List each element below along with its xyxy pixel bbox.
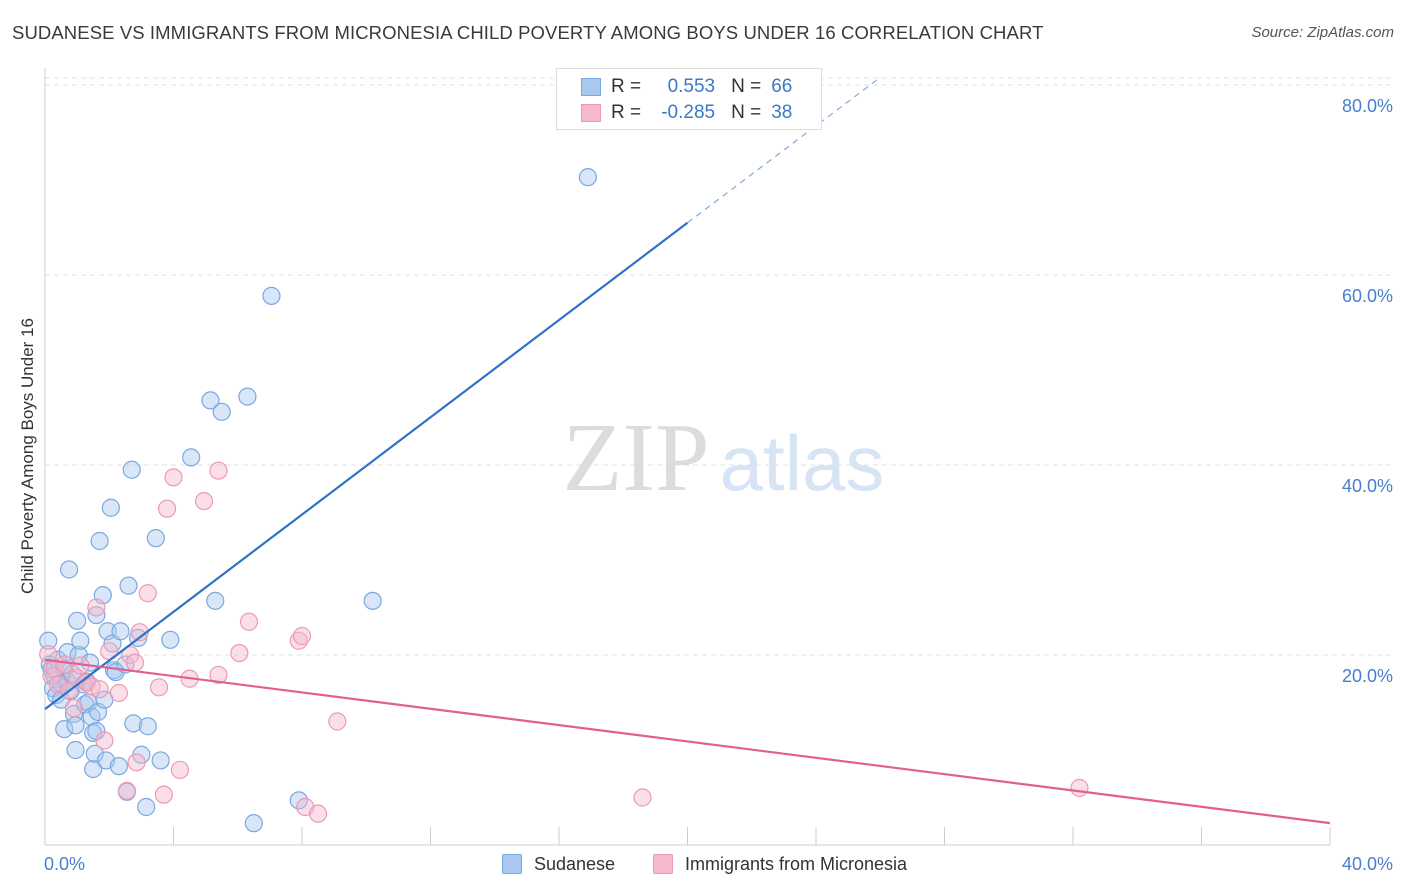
micronesia-point bbox=[154, 785, 173, 804]
micronesia-point bbox=[55, 655, 74, 674]
axis-layer bbox=[44, 68, 1331, 846]
sudanese-point bbox=[39, 631, 58, 650]
micronesia-point bbox=[308, 804, 328, 823]
trend-layer bbox=[44, 76, 1331, 825]
sudanese-point bbox=[151, 751, 170, 770]
legend-r-value: 0.553 bbox=[667, 76, 716, 97]
micronesia-point bbox=[48, 675, 67, 694]
sudanese-point bbox=[111, 622, 130, 641]
micronesia-point bbox=[1070, 778, 1089, 798]
sudanese-point bbox=[55, 719, 74, 739]
tick-label-layer: 20.0% 40.0% 60.0% 80.0% 0.0% 40.0% bbox=[44, 96, 1393, 874]
legend-r-value: -0.285 bbox=[661, 102, 716, 123]
y-tick-label: 20.0% bbox=[1342, 666, 1393, 686]
points-layer bbox=[39, 168, 1089, 833]
sudanese-point bbox=[84, 759, 103, 779]
trend-line-sudanese-extension bbox=[687, 76, 881, 224]
legend-r-label: R = bbox=[611, 102, 642, 123]
micronesia-point bbox=[64, 699, 84, 718]
sudanese-point bbox=[59, 560, 79, 579]
sudanese-point bbox=[146, 529, 165, 548]
legend-swatch-micronesia bbox=[581, 104, 601, 122]
sudanese-point bbox=[137, 797, 156, 817]
micronesia-point bbox=[87, 598, 106, 617]
legend-r-label: R = bbox=[611, 76, 642, 97]
sudanese-point bbox=[289, 791, 308, 810]
legend-n-value: 38 bbox=[771, 102, 793, 123]
sudanese-point bbox=[87, 605, 106, 625]
sudanese-point bbox=[124, 714, 143, 733]
sudanese-point bbox=[206, 591, 225, 610]
bottom-legend-sudanese: Sudanese bbox=[502, 851, 615, 877]
micronesia-point bbox=[633, 788, 652, 807]
bottom-legend-swatch-micronesia bbox=[653, 854, 673, 874]
micronesia-point bbox=[138, 584, 157, 603]
legend-n-label: N = bbox=[731, 102, 762, 123]
sudanese-point bbox=[238, 387, 257, 406]
y-tick-label: 80.0% bbox=[1342, 96, 1393, 116]
sudanese-point bbox=[90, 531, 109, 551]
micronesia-point bbox=[194, 492, 214, 511]
sudanese-point bbox=[109, 757, 128, 776]
legend-row-sudanese: R = 0.553 N = 66 bbox=[581, 74, 792, 100]
micronesia-point bbox=[125, 653, 145, 672]
y-tick-label: 40.0% bbox=[1342, 476, 1393, 496]
micronesia-point bbox=[239, 612, 259, 631]
sudanese-point bbox=[85, 744, 104, 763]
legend-row-micronesia: R = -0.285 N = 38 bbox=[581, 100, 792, 126]
legend-n-value: 66 bbox=[771, 76, 793, 97]
sudanese-point bbox=[161, 630, 180, 649]
sudanese-point bbox=[138, 717, 157, 736]
sudanese-point bbox=[66, 740, 85, 760]
sudanese-point bbox=[182, 448, 201, 467]
micronesia-point bbox=[209, 461, 228, 480]
x-tick-label: 40.0% bbox=[1342, 854, 1393, 874]
micronesia-point bbox=[149, 678, 169, 697]
sudanese-point bbox=[212, 402, 231, 421]
sudanese-point bbox=[578, 168, 598, 187]
sudanese-point bbox=[122, 460, 141, 479]
y-tick-label: 60.0% bbox=[1342, 286, 1393, 306]
sudanese-point bbox=[262, 286, 281, 305]
chart-title: SUDANESE VS IMMIGRANTS FROM MICRONESIA C… bbox=[12, 22, 1044, 43]
sudanese-point bbox=[201, 391, 220, 410]
x-tick-label: 0.0% bbox=[44, 854, 85, 874]
watermark: ZIP atlas bbox=[563, 404, 885, 512]
sudanese-point bbox=[66, 716, 85, 735]
legend-n-label: N = bbox=[731, 76, 762, 97]
micronesia-point bbox=[328, 712, 347, 731]
micronesia-point bbox=[209, 665, 228, 685]
micronesia-point bbox=[109, 683, 128, 703]
bottom-legend-label-sudanese: Sudanese bbox=[534, 853, 616, 874]
bottom-legend-swatch-sudanese bbox=[502, 854, 522, 874]
watermark-atlas: atlas bbox=[720, 419, 885, 507]
bottom-legend-label-micronesia: Immigrants from Micronesia bbox=[685, 853, 908, 874]
trend-line-micronesia bbox=[44, 658, 1331, 825]
trend-line-sudanese bbox=[44, 221, 689, 711]
sudanese-point bbox=[101, 498, 120, 517]
bottom-legend-micronesia: Immigrants from Micronesia bbox=[653, 851, 907, 877]
micronesia-point bbox=[127, 753, 146, 772]
micronesia-point bbox=[230, 643, 249, 663]
micronesia-point bbox=[164, 468, 183, 487]
micronesia-point bbox=[157, 499, 177, 518]
stats-legend: R = 0.553 N = 66 R = -0.285 N = 38 bbox=[556, 68, 822, 130]
chart-source: Source: ZipAtlas.com bbox=[1251, 24, 1394, 41]
sudanese-point bbox=[119, 576, 138, 595]
micronesia-point bbox=[90, 680, 109, 699]
sudanese-point bbox=[363, 591, 382, 610]
watermark-zip: ZIP bbox=[563, 404, 710, 512]
sudanese-point bbox=[71, 631, 90, 650]
micronesia-point bbox=[170, 760, 190, 780]
micronesia-point bbox=[292, 626, 312, 646]
micronesia-point bbox=[95, 731, 114, 750]
legend-swatch-sudanese bbox=[581, 78, 601, 96]
sudanese-point bbox=[244, 814, 263, 833]
micronesia-point bbox=[117, 781, 137, 800]
grid-layer bbox=[45, 77, 1392, 656]
sudanese-point bbox=[68, 611, 87, 630]
